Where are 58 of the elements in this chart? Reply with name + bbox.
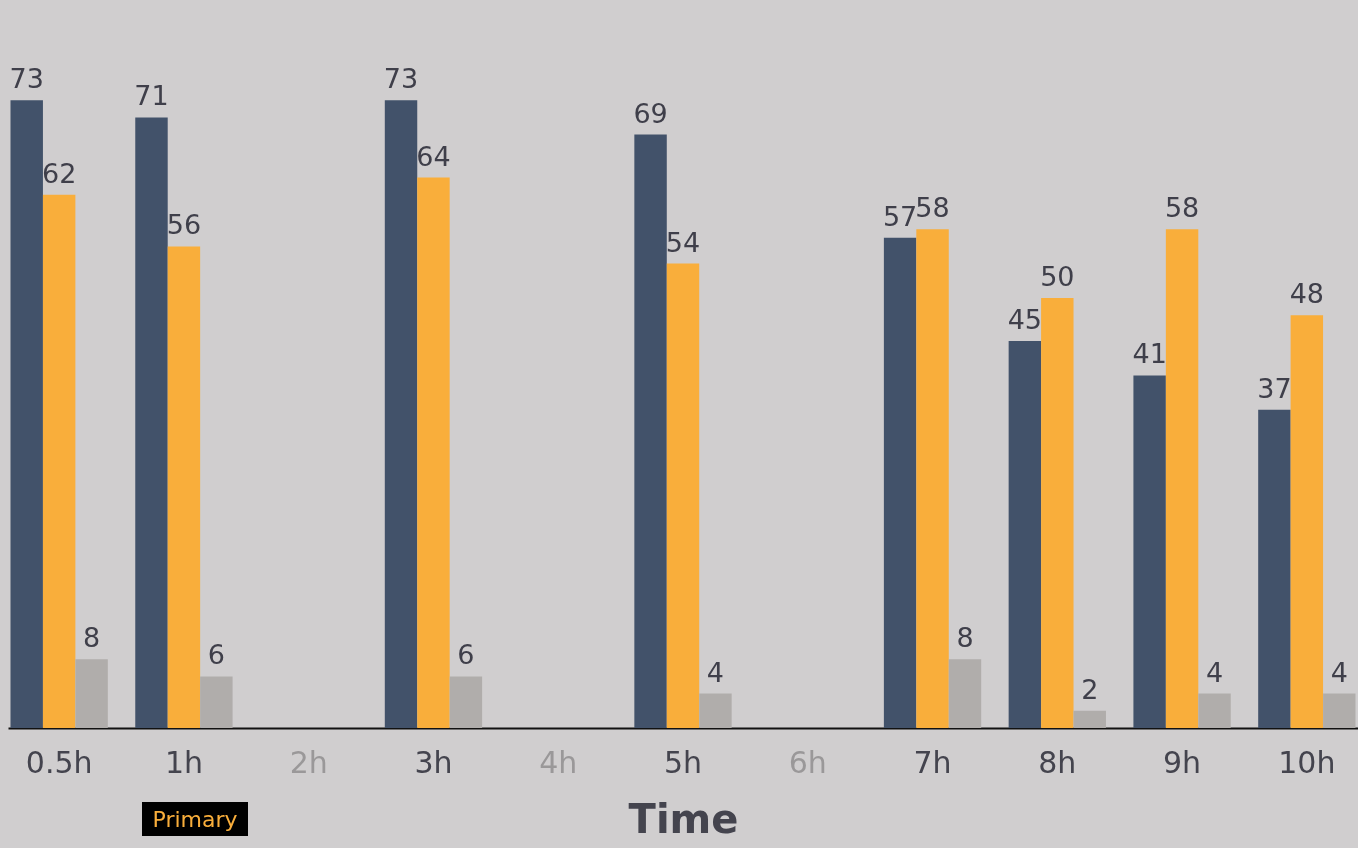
text: Primary: [152, 807, 238, 832]
bar: [666, 263, 700, 728]
bar: [1041, 298, 1074, 728]
data-label: 64: [416, 140, 451, 172]
bar: [200, 676, 233, 728]
data-label: 4: [706, 656, 725, 688]
x-tick-label: 0.5h: [25, 744, 93, 780]
data-label: 58: [1164, 192, 1200, 224]
data-label: 6: [457, 639, 475, 671]
bar: [883, 237, 917, 728]
data-label: 57: [882, 200, 918, 232]
bar: [135, 117, 168, 728]
bar: [42, 194, 76, 728]
x-tick-label: 9h: [1163, 744, 1202, 780]
data-label: 69: [633, 97, 668, 129]
bar: [10, 100, 43, 728]
bar: [699, 693, 732, 728]
x-tick-label: 8h: [1038, 744, 1077, 780]
bar: [384, 100, 418, 728]
data-label: 37: [1257, 372, 1292, 404]
bar: [1133, 375, 1166, 728]
bar: [948, 659, 982, 728]
data-label: 58: [915, 192, 950, 224]
data-label: 54: [665, 226, 701, 258]
data-label: 56: [166, 209, 202, 241]
data-label: 8: [956, 622, 974, 654]
bar: [1290, 315, 1324, 728]
bar: [1008, 341, 1042, 728]
bar: [75, 659, 108, 728]
x-tick-label: 5h: [663, 744, 703, 780]
data-label: 50: [1040, 261, 1075, 292]
x-tick-label: 7h: [913, 744, 952, 780]
bar: [1323, 693, 1356, 728]
data-label: 48: [1289, 278, 1325, 310]
data-label: 73: [9, 63, 44, 95]
x-tick-label: 10h: [1278, 744, 1336, 780]
data-label: 4: [1205, 656, 1224, 688]
data-label: 8: [83, 622, 101, 654]
x-tick-label: 1h: [164, 744, 203, 780]
data-label: 71: [134, 80, 169, 112]
x-axis-title: Time: [628, 795, 739, 842]
bar: [417, 177, 450, 728]
bar: [167, 246, 201, 728]
data-label: 41: [1132, 338, 1167, 370]
bar: [1165, 229, 1199, 728]
data-label: 45: [1007, 304, 1043, 335]
data-label: 6: [207, 639, 225, 671]
data-label: 73: [383, 63, 419, 95]
bar: [449, 676, 483, 728]
bar: [634, 134, 667, 728]
x-tick-label: 3h: [414, 744, 453, 780]
bar: [1258, 409, 1291, 728]
bar: [1198, 693, 1231, 728]
data-label: 2: [1081, 673, 1099, 705]
data-label: 4: [1330, 656, 1348, 688]
bar: [916, 229, 949, 728]
data-label: 62: [41, 157, 77, 189]
bar: [1073, 710, 1106, 728]
